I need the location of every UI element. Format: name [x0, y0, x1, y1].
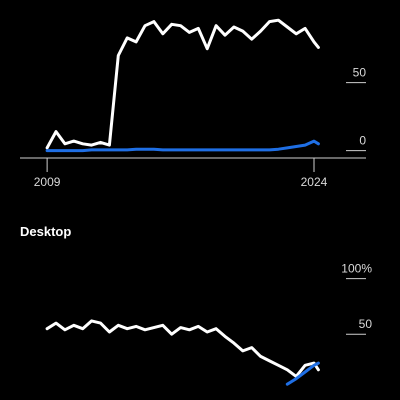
- chart-title: Desktop: [20, 224, 71, 239]
- y-tick-label: 0: [359, 134, 366, 148]
- chart-1: 50 0 2009 2024: [20, 18, 367, 189]
- series-line-1: [45, 319, 320, 378]
- series-line-2: [285, 361, 320, 386]
- x-tick-label: 2009: [34, 175, 61, 189]
- y-tick-label: 50: [353, 66, 367, 80]
- series-line-1: [45, 18, 320, 150]
- y-tick-label: 100%: [341, 262, 372, 276]
- x-tick-label: 2024: [301, 175, 328, 189]
- y-tick-label: 50: [359, 317, 373, 331]
- chart-2-desktop: Desktop 100% 50: [20, 224, 373, 386]
- series-line-2: [45, 139, 320, 153]
